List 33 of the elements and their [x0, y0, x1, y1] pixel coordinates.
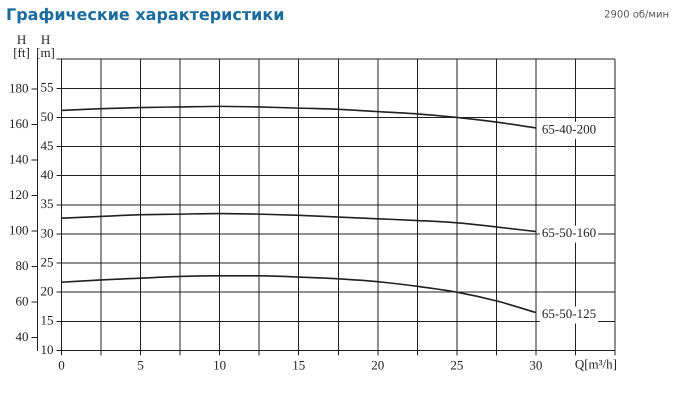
x-tick-label: 20	[371, 358, 384, 373]
x-tick-label: 30	[529, 358, 542, 373]
y-tick-label: 20	[40, 284, 54, 299]
x-tick-label: 10	[213, 358, 226, 373]
y-tick-label: 50	[40, 108, 54, 124]
chart-title: Графические характеристики	[6, 4, 284, 24]
y2-tick-label: 40	[16, 329, 28, 344]
y2-tick-label: 100	[9, 222, 28, 238]
y-tick-label: 35	[40, 196, 54, 212]
x-tick-label: 0	[58, 358, 65, 373]
x-axis-title: Q[m³/h]	[574, 356, 617, 372]
y-tick-label: 25	[40, 254, 54, 270]
y2-tick-label: 60	[16, 294, 28, 309]
x-tick-label: 5	[137, 358, 144, 373]
y2-tick-label: 160	[9, 116, 28, 132]
y2-tick-label: 120	[9, 187, 28, 202]
y-tick-label: 40	[40, 167, 54, 182]
y-tick-label: 45	[40, 138, 54, 153]
x-tick-label: 25	[450, 358, 464, 373]
y-tick-label: 15	[40, 312, 54, 328]
series-label: 65-50-125	[542, 306, 596, 321]
x-tick-label: 15	[292, 358, 306, 373]
y-tick-label: 10	[40, 342, 54, 357]
text: 2900 об/мин	[604, 10, 669, 21]
y2-tick-label: 140	[9, 152, 28, 167]
y-axis-title: H [m]	[36, 32, 55, 60]
series-label: 65-50-160	[542, 225, 596, 240]
y-tick-label: 30	[40, 225, 54, 240]
y-tick-label: 55	[40, 80, 54, 95]
y2-axis-title: H [ft]	[13, 32, 30, 60]
y2-tick-label: 180	[9, 80, 28, 96]
series-label: 65-40-200	[542, 121, 596, 136]
y2-tick-label: 80	[16, 258, 28, 274]
